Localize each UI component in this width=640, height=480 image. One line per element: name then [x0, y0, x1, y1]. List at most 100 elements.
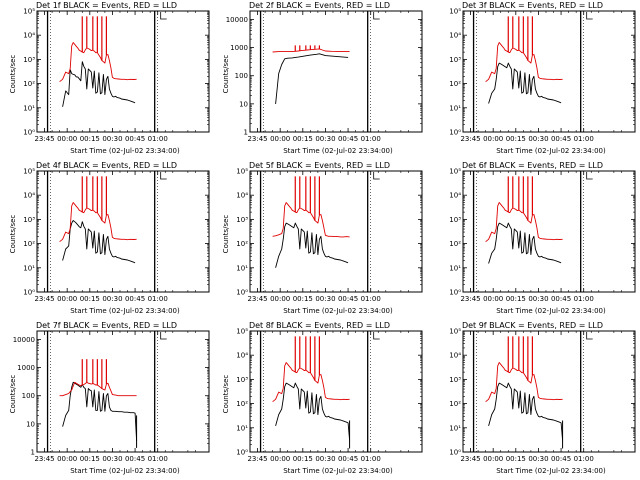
- y-axis-label: Counts/sec: [222, 374, 230, 414]
- plot-frame: [462, 330, 636, 453]
- events-series-line: [275, 53, 349, 104]
- x-tick-label: 00:15: [506, 455, 526, 463]
- lld-series-line: [59, 381, 137, 397]
- x-tick-label: 23:45: [34, 295, 54, 303]
- x-tick-label: 00:00: [270, 295, 290, 303]
- x-tick-label: 00:00: [57, 295, 77, 303]
- plot-frame: [36, 10, 210, 133]
- chart-title: Det 5f BLACK = Events, RED = LLD: [248, 161, 391, 170]
- lld-series-line: [485, 42, 563, 83]
- chart-title: Det 4f BLACK = Events, RED = LLD: [35, 161, 178, 170]
- marker-bracket: [373, 332, 380, 340]
- y-tick-label: 10²: [449, 80, 461, 88]
- y-tick-label: 10⁵: [449, 328, 461, 336]
- chart-plot: 1 10 100 1000 10000 23:45 00:00 00:15 00:30 00:45…: [226, 10, 423, 143]
- y-tick-label: 10²: [449, 400, 461, 408]
- x-tick-label: 00:15: [293, 135, 313, 143]
- x-tick-label: 23:45: [247, 295, 267, 303]
- y-tick-label: 10²: [236, 400, 248, 408]
- chart-panel-det-9f: 10⁰ 10¹ 10² 10³ 10⁴ 10⁵ 23:45 00:00 00:15 00:30 00…: [426, 320, 639, 480]
- marker-bracket: [160, 332, 167, 340]
- y-tick-label: 10¹: [236, 264, 248, 272]
- y-tick-label: 100: [235, 72, 248, 80]
- lld-series-line: [485, 362, 563, 403]
- x-tick-label: 23:45: [247, 455, 267, 463]
- chart-panel-det-2f: 1 10 100 1000 10000 23:45 00:00 00:15 00:30 00:45…: [213, 0, 426, 160]
- chart-plot: 10⁰ 10¹ 10² 10³ 10⁴ 10⁵ 23:45 00:00 00:15 00:30 00…: [236, 328, 423, 463]
- chart-plot: 10⁰ 10¹ 10² 10³ 10⁴ 10⁵ 23:45 00:00 00:15 00:30 00…: [23, 8, 210, 143]
- chart-title: Det 8f BLACK = Events, RED = LLD: [248, 321, 391, 330]
- x-tick-label: 00:15: [293, 455, 313, 463]
- y-tick-label: 10¹: [236, 424, 248, 432]
- x-tick-label: 00:00: [483, 135, 503, 143]
- y-axis-label: Counts/sec: [9, 54, 17, 94]
- y-axis-label: Counts/sec: [222, 54, 230, 94]
- y-tick-label: 10⁴: [236, 352, 248, 360]
- y-tick-label: 10¹: [23, 264, 35, 272]
- y-tick-label: 10⁰: [449, 449, 461, 457]
- events-series-line: [62, 220, 136, 264]
- x-tick-label: 23:45: [34, 135, 54, 143]
- x-tick-label: 00:15: [80, 135, 100, 143]
- plot-frame: [249, 330, 423, 453]
- x-tick-label: 01:00: [148, 455, 168, 463]
- y-tick-label: 10⁰: [23, 289, 35, 297]
- x-tick-label: 01:00: [148, 135, 168, 143]
- y-tick-label: 10³: [236, 376, 248, 384]
- chart-panel-det-5f: 10⁰ 10¹ 10² 10³ 10⁴ 10⁵ 23:45 00:00 00:15 00:30 00…: [213, 160, 426, 320]
- y-tick-label: 10³: [449, 376, 461, 384]
- x-tick-label: 01:00: [148, 295, 168, 303]
- x-tick-label: 00:30: [315, 135, 335, 143]
- chart-panel-det-1f: 10⁰ 10¹ 10² 10³ 10⁴ 10⁵ 23:45 00:00 00:15 00:30 00…: [0, 0, 213, 160]
- x-tick-label: 01:00: [361, 295, 381, 303]
- x-tick-label: 23:45: [247, 135, 267, 143]
- y-tick-label: 10¹: [449, 264, 461, 272]
- events-series-line: [62, 61, 136, 107]
- y-tick-label: 10⁴: [23, 192, 35, 200]
- x-tick-label: 00:15: [506, 135, 526, 143]
- x-tick-label: 01:00: [361, 135, 381, 143]
- chart-panel-det-8f: 10⁰ 10¹ 10² 10³ 10⁴ 10⁵ 23:45 00:00 00:15 00:30 00…: [213, 320, 426, 480]
- y-axis-label: Counts/sec: [9, 214, 17, 254]
- y-tick-label: 10000: [226, 16, 248, 24]
- marker-bracket: [373, 172, 380, 180]
- x-tick-label: 00:30: [528, 135, 548, 143]
- plot-frame: [249, 170, 423, 293]
- chart-panel-det-6f: 10⁰ 10¹ 10² 10³ 10⁴ 10⁵ 23:45 00:00 00:15 00:30 00…: [426, 160, 639, 320]
- y-tick-label: 10¹: [449, 104, 461, 112]
- y-tick-label: 10⁵: [23, 168, 35, 176]
- x-tick-label: 00:15: [80, 295, 100, 303]
- x-axis-label: Start Time (02-Jul-02 23:34:00): [283, 467, 393, 475]
- y-tick-label: 10⁵: [23, 8, 35, 16]
- y-tick-label: 10²: [23, 80, 35, 88]
- x-tick-label: 00:45: [338, 455, 358, 463]
- y-tick-label: 1000: [17, 364, 35, 372]
- y-tick-label: 10²: [449, 240, 461, 248]
- x-tick-label: 00:45: [338, 295, 358, 303]
- y-tick-label: 10⁵: [449, 8, 461, 16]
- chart-plot: 10⁰ 10¹ 10² 10³ 10⁴ 10⁵ 23:45 00:00 00:15 00:30 00…: [449, 328, 636, 463]
- x-tick-label: 00:45: [125, 135, 145, 143]
- x-tick-label: 01:00: [574, 295, 594, 303]
- x-tick-label: 00:00: [270, 135, 290, 143]
- y-tick-label: 10⁵: [449, 168, 461, 176]
- events-series-line: [275, 222, 349, 268]
- y-tick-label: 10²: [236, 240, 248, 248]
- chart-title: Det 3f BLACK = Events, RED = LLD: [461, 1, 604, 10]
- chart-plot: 10⁰ 10¹ 10² 10³ 10⁴ 10⁵ 23:45 00:00 00:15 00:30 00…: [449, 168, 636, 303]
- plot-frame: [462, 10, 636, 133]
- x-tick-label: 00:00: [483, 455, 503, 463]
- y-tick-label: 10⁰: [23, 129, 35, 137]
- marker-bracket: [586, 12, 593, 20]
- x-tick-label: 01:00: [574, 455, 594, 463]
- lld-series-line: [272, 202, 350, 238]
- x-tick-label: 00:45: [551, 455, 571, 463]
- x-tick-label: 00:00: [270, 455, 290, 463]
- chart-panel-det-3f: 10⁰ 10¹ 10² 10³ 10⁴ 10⁵ 23:45 00:00 00:15 00:30 00…: [426, 0, 639, 160]
- chart-plot: 10⁰ 10¹ 10² 10³ 10⁴ 10⁵ 23:45 00:00 00:15 00:30 00…: [449, 8, 636, 143]
- marker-bracket: [586, 332, 593, 340]
- x-tick-label: 00:15: [293, 295, 313, 303]
- events-series-line: [488, 222, 562, 264]
- lld-series-line: [59, 42, 137, 83]
